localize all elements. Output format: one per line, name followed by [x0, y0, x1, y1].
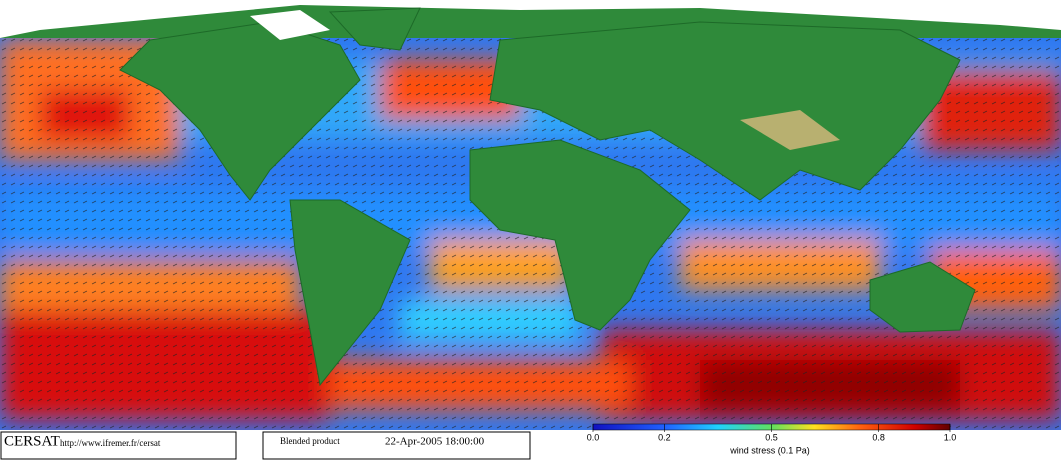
url: http://www.ifremer.fr/cersat	[60, 438, 161, 448]
logo: CERSAT	[4, 433, 60, 449]
colorbar-label: wind stress (0.1 Pa)	[729, 445, 810, 455]
colorbar: 0.0 0.2 0.5 0.8 1.0	[587, 423, 957, 442]
product-box	[262, 431, 531, 460]
colorbar-tick-label: 0.5	[765, 432, 778, 442]
product: Blended product	[280, 436, 340, 446]
land	[0, 5, 1061, 387]
colorbar-tick-label: 1.0	[944, 432, 957, 442]
date: 22-Apr-2005 18:00:00	[385, 436, 485, 448]
colorbar-tick-label: 0.0	[587, 432, 600, 442]
logo-box	[0, 431, 237, 460]
colorbar-tick-label: 0.2	[658, 432, 671, 442]
colorbar-tick-label: 0.8	[872, 432, 885, 442]
